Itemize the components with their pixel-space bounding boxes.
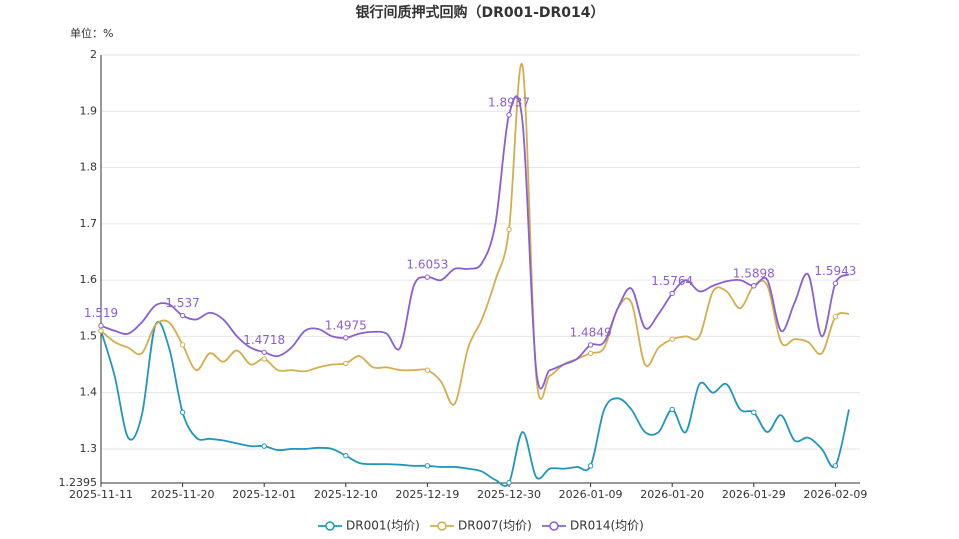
point-marker	[179, 409, 186, 416]
point-marker	[669, 406, 675, 413]
point-marker	[669, 336, 675, 342]
point-marker	[424, 274, 431, 280]
data-label: 1.5764	[651, 274, 693, 288]
series-line	[100, 62, 850, 406]
point-marker	[832, 280, 839, 287]
data-label: 1.8937	[488, 95, 530, 109]
point-marker	[179, 312, 186, 319]
data-label: 1.4849	[570, 325, 612, 339]
y-tick-label: 2	[90, 48, 97, 61]
legend-label: DR001(均价)	[346, 519, 420, 533]
x-tick-label: 2026-01-09	[559, 488, 623, 501]
legend-label: DR007(均价)	[458, 519, 532, 533]
point-marker	[424, 367, 431, 373]
point-marker	[261, 356, 267, 362]
x-tick-label: 2025-12-19	[395, 488, 459, 501]
data-label: 1.537	[165, 296, 199, 310]
legend-label: DR014(均价)	[570, 519, 644, 533]
x-tick-label: 2025-12-10	[314, 488, 378, 501]
point-marker	[832, 313, 839, 320]
data-label: 1.4975	[325, 318, 367, 332]
point-marker	[506, 226, 512, 233]
point-marker	[751, 409, 757, 416]
point-marker	[506, 112, 512, 118]
data-label: 1.5898	[733, 266, 775, 280]
x-tick-label: 2025-12-01	[232, 488, 296, 501]
point-marker	[179, 342, 186, 348]
x-tick-label: 2025-11-20	[151, 488, 215, 501]
point-marker	[261, 443, 267, 449]
point-marker	[343, 453, 349, 459]
data-label: 1.519	[84, 306, 118, 320]
point-marker	[98, 328, 104, 334]
y-tick-label: 1.9	[80, 104, 98, 117]
y-tick-label: 1.6	[80, 273, 98, 286]
y-tick-label: 1.8	[80, 161, 98, 174]
legend-marker	[549, 521, 559, 531]
x-tick-label: 2025-12-30	[477, 488, 541, 501]
point-marker	[424, 463, 431, 469]
x-tick-label: 2025-11-11	[69, 488, 133, 501]
point-marker	[506, 480, 512, 486]
data-label: 1.5943	[814, 264, 856, 278]
data-label: 1.6053	[406, 258, 448, 272]
x-tick-label: 2026-01-20	[640, 488, 704, 501]
point-marker	[587, 350, 594, 356]
point-marker	[343, 335, 349, 341]
point-marker	[587, 342, 594, 348]
point-marker	[832, 463, 839, 469]
y-tick-label: 1.3	[80, 442, 98, 455]
point-marker	[751, 283, 757, 289]
unit-label: 单位：%	[70, 26, 113, 40]
legend-marker	[325, 521, 335, 531]
legend-marker	[437, 521, 447, 531]
point-marker	[261, 349, 267, 355]
y-tick-label: 1.2395	[59, 476, 98, 489]
point-marker	[98, 323, 104, 329]
y-tick-label: 1.7	[80, 217, 98, 230]
series-line	[100, 95, 850, 390]
point-marker	[343, 360, 349, 367]
y-tick-label: 1.5	[80, 329, 98, 342]
point-marker	[587, 463, 594, 469]
point-marker	[669, 290, 675, 297]
data-label: 1.4718	[243, 333, 285, 347]
x-tick-label: 2026-02-09	[803, 488, 867, 501]
y-tick-label: 1.4	[80, 386, 98, 399]
x-tick-label: 2026-01-29	[722, 488, 786, 501]
series-line	[100, 320, 850, 487]
chart-title: 银行间质押式回购（DR001-DR014）	[355, 4, 604, 21]
